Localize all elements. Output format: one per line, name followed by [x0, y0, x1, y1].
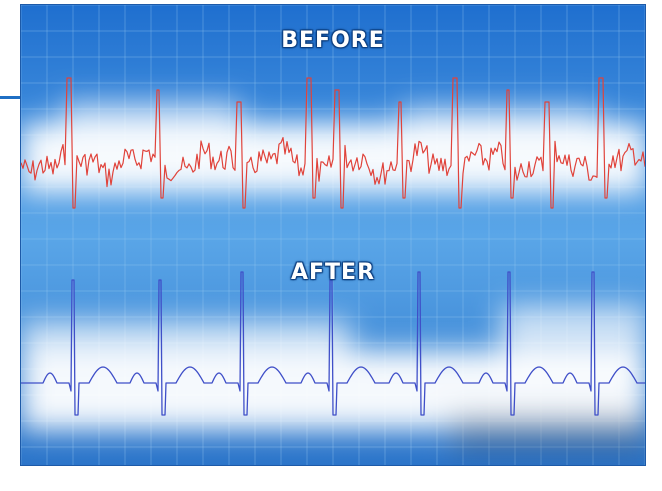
before-label: BEFORE: [281, 28, 385, 53]
ecg-background: [21, 5, 645, 465]
after-ecg-trace: [21, 271, 645, 416]
before-ecg-trace: [21, 77, 645, 209]
after-label: AFTER: [290, 260, 376, 285]
decorative-rule: [0, 96, 36, 99]
ecg-comparison-image: BEFORE AFTER: [20, 4, 646, 466]
